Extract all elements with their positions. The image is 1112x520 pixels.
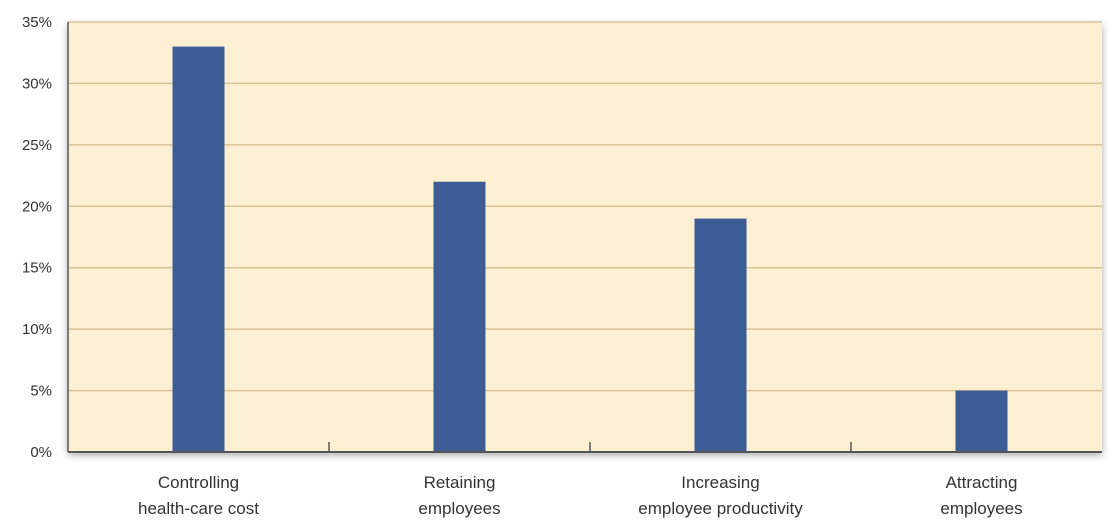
y-axis: 0% 5% 10% 15% 20% 25% 30% 35%	[22, 14, 69, 461]
gridlines	[68, 21, 1102, 392]
y-tick-label: 15%	[22, 260, 52, 277]
x-category-label: Attracting employees	[940, 473, 1022, 518]
y-tick-label: 10%	[22, 321, 52, 338]
x-category-label: Controlling health-care cost	[138, 473, 259, 518]
y-tick-label: 25%	[22, 137, 52, 154]
x-axis: Controlling health-care cost Retaining empl…	[68, 442, 1102, 518]
bar	[694, 218, 747, 452]
y-tick-label: 5%	[30, 383, 52, 400]
y-tick-label: 0%	[30, 444, 52, 461]
bars	[172, 46, 1008, 452]
y-tick-label: 35%	[22, 14, 52, 31]
y-tick-label: 20%	[22, 198, 52, 215]
y-tick-label: 30%	[22, 75, 52, 92]
bar	[433, 181, 486, 452]
x-category-label: Increasing employee productivity	[638, 473, 803, 518]
plot-area	[68, 22, 1102, 452]
bar	[172, 46, 225, 452]
x-category-label: Retaining employees	[418, 473, 500, 518]
bar	[955, 390, 1008, 452]
